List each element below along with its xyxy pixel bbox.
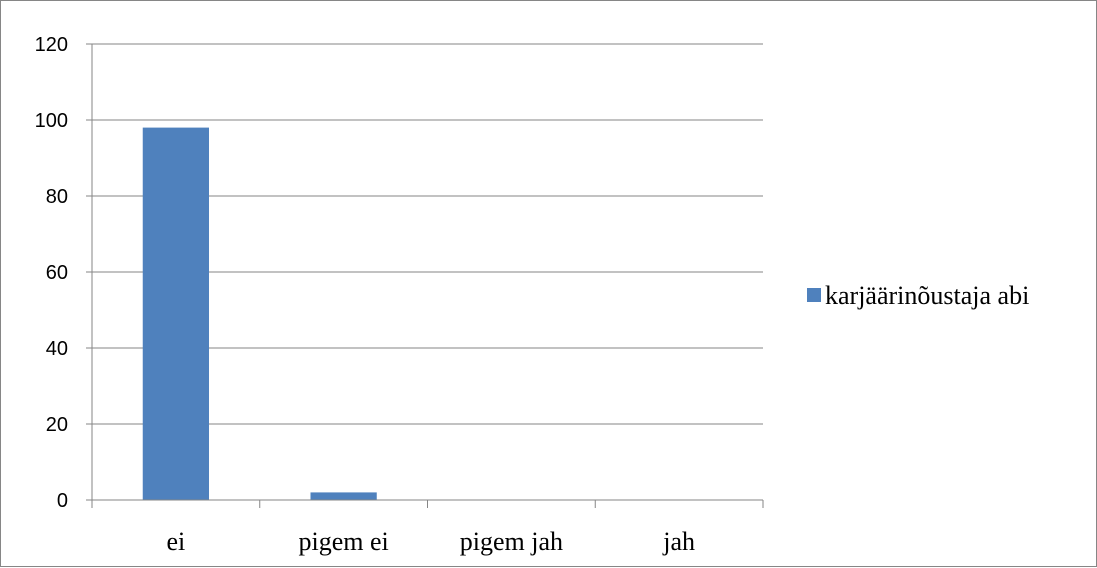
bars [142,127,377,500]
x-category-label: pigem jah [460,527,563,556]
legend: karjäärinõustaja abi [807,281,1029,310]
y-tick-label: 0 [57,490,68,512]
x-axis [91,499,764,508]
x-category-label: ei [166,527,185,556]
y-tick-label: 100 [35,110,68,132]
x-category-label: jah [662,527,695,556]
bar-pigem-ei [310,492,377,500]
legend-label: karjäärinõustaja abi [825,281,1029,310]
x-axis-labels: ei pigem ei pigem jah jah [166,527,695,556]
bar-ei [142,127,210,500]
x-category-label: pigem ei [298,527,388,556]
y-axis-ticks: 0 20 40 60 80 100 120 [35,34,93,512]
y-tick-label: 40 [46,338,68,360]
y-tick-label: 60 [46,262,68,284]
y-tick-label: 20 [46,414,68,436]
y-tick-label: 80 [46,186,68,208]
legend-swatch [807,288,821,302]
y-tick-label: 120 [35,34,68,56]
